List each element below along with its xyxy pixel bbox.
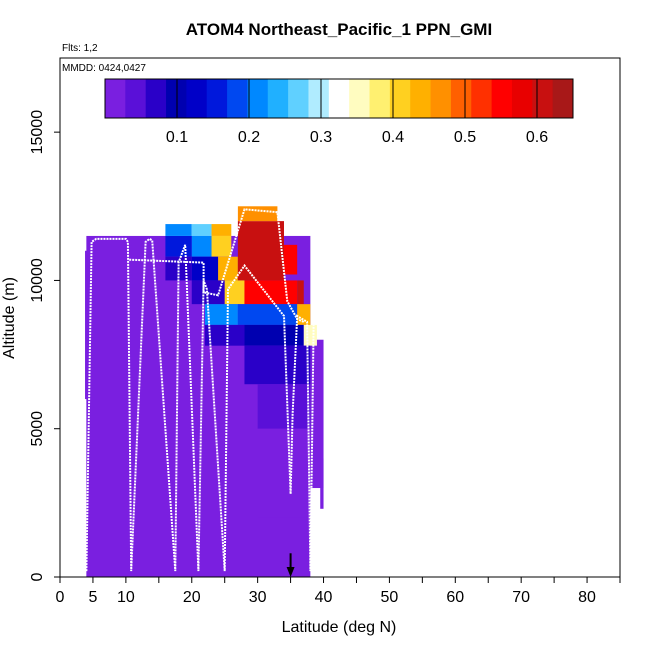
x-tick-label: 30 <box>249 589 267 606</box>
heatmap-cell <box>303 324 317 346</box>
heatmap-cell <box>244 280 298 305</box>
colorbar-frame <box>104 78 574 119</box>
colorbar-swatch <box>308 79 330 118</box>
colorbar-swatch <box>552 79 574 118</box>
colorbar-swatch <box>166 79 187 118</box>
plot-frame <box>59 57 621 578</box>
heatmap-cell <box>297 304 311 325</box>
plot-area <box>85 206 324 577</box>
arrow-marker-head <box>286 567 295 577</box>
heatmap-cell <box>244 345 311 385</box>
heatmap-cell <box>284 244 298 275</box>
dates-label: MMDD: 0424,0427 <box>62 63 146 74</box>
x-tick-label: 80 <box>578 589 596 606</box>
heatmap-cell <box>165 235 192 257</box>
colorbar-swatch <box>206 79 228 118</box>
y-tick-label: 5000 <box>29 411 46 447</box>
y-tick-label: 10000 <box>29 258 46 303</box>
colorbar-swatch <box>247 79 269 118</box>
heatmap-cell <box>257 384 311 429</box>
heatmap-cell <box>237 221 284 281</box>
colorbar-swatch <box>471 79 493 118</box>
heatmap-cell <box>320 458 324 509</box>
x-tick-label: 5 <box>88 589 97 606</box>
heatmap-cell <box>237 206 278 222</box>
heatmap-cell <box>257 428 311 518</box>
colorbar-swatch <box>125 79 147 118</box>
heatmap-cell <box>204 324 245 346</box>
heatmap-cell <box>191 224 212 236</box>
flights-label: Flts: 1,2 <box>62 43 98 54</box>
colorbar-tick-label: 0.4 <box>382 129 404 146</box>
heatmap-cell <box>191 256 219 281</box>
y-axis-label: Altitude (m) <box>1 277 18 359</box>
heatmap-cell <box>218 256 238 281</box>
colorbar-swatch <box>511 79 533 118</box>
colorbar-swatch <box>227 79 248 118</box>
heatmap-cell <box>244 324 304 346</box>
colorbar-swatch <box>430 79 452 118</box>
heatmap-cell <box>204 304 238 325</box>
colorbar-swatch <box>369 79 391 118</box>
y-tick-label: 0 <box>29 572 46 581</box>
heatmap-cell <box>211 235 232 257</box>
colorbar-tick-label: 0.3 <box>310 129 332 146</box>
y-tick-label: 15000 <box>29 110 46 155</box>
colorbar-swatch <box>410 79 432 118</box>
colorbar-swatch <box>288 79 309 118</box>
colorbar-tick-label: 0.5 <box>454 129 476 146</box>
colorbar-swatch <box>328 79 350 118</box>
colorbar-swatch <box>450 79 472 118</box>
colorbar-swatch <box>145 79 167 118</box>
series-line-flight-track <box>85 237 315 572</box>
colorbar: 0.1 0.2 0.3 0.4 0.5 0.6 <box>104 78 574 146</box>
heatmap-cell <box>85 250 88 400</box>
x-tick-label: 60 <box>446 589 464 606</box>
heatmap-cell <box>211 224 232 236</box>
colorbar-swatch <box>349 79 371 118</box>
y-axis: 0 5000 10000 15000 <box>29 110 60 581</box>
colorbar-swatch <box>267 79 289 118</box>
x-axis-label: Latitude (deg N) <box>282 619 397 636</box>
heatmap-cell <box>297 280 304 305</box>
heatmap-cell <box>224 280 245 305</box>
colorbar-swatch <box>105 79 126 118</box>
x-tick-label: 70 <box>512 589 530 606</box>
x-tick-label: 0 <box>56 589 65 606</box>
colorbar-swatch <box>491 79 513 118</box>
heatmap-cell <box>88 265 92 325</box>
colorbar-tick-label: 0.6 <box>526 129 548 146</box>
series-line-flight-track-upper <box>129 208 305 323</box>
x-tick-label: 20 <box>183 589 201 606</box>
colorbar-swatch <box>186 79 208 118</box>
heatmap-cell <box>191 235 212 257</box>
x-tick-label: 40 <box>315 589 333 606</box>
colorbar-swatch <box>389 79 411 118</box>
x-axis: 0 5 10 20 30 40 50 60 70 80 <box>56 577 621 606</box>
chart-title: ATOM4 Northeast_Pacific_1 PPN_GMI <box>186 20 492 39</box>
x-tick-label: 50 <box>381 589 399 606</box>
heatmap-cell <box>310 339 324 489</box>
colorbar-tick-label: 0.1 <box>166 129 188 146</box>
colorbar-tick-label: 0.2 <box>238 129 260 146</box>
heatmap-cell <box>165 224 192 236</box>
x-tick-label: 10 <box>117 589 135 606</box>
colorbar-swatch <box>532 79 554 118</box>
heatmap-cell <box>237 304 298 325</box>
